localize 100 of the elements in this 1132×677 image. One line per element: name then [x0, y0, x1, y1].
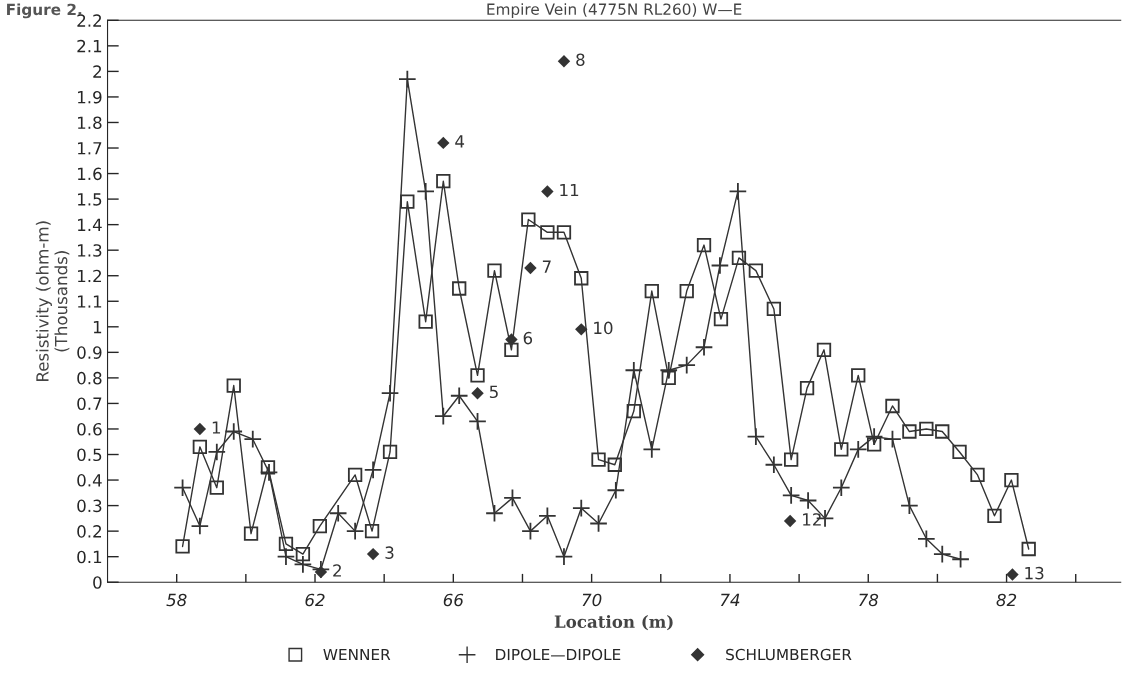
x-tick-label: 82 — [996, 593, 1017, 607]
point — [970, 467, 985, 483]
point — [748, 263, 764, 278]
chart-title: Empire Vein (4775N RL260) W—E — [487, 3, 742, 18]
point — [328, 504, 348, 523]
point — [557, 54, 571, 68]
point — [364, 523, 380, 539]
point — [764, 455, 784, 474]
point — [521, 212, 536, 227]
point — [192, 439, 208, 455]
x-tick-label: 70 — [582, 593, 602, 607]
point — [987, 508, 1002, 523]
point — [885, 398, 900, 414]
y-tick-label: 0 — [93, 576, 102, 589]
y-tick-label: 1.8 — [78, 116, 102, 130]
point — [1021, 541, 1036, 557]
y-tick-label: 0.1 — [77, 550, 102, 564]
point — [345, 521, 365, 541]
point — [731, 250, 747, 265]
point — [746, 427, 766, 446]
point — [902, 424, 917, 439]
y-tick-label: 1.6 — [78, 167, 102, 181]
point — [363, 460, 383, 480]
point — [470, 368, 485, 383]
point — [190, 516, 210, 536]
point — [834, 442, 849, 457]
point — [521, 521, 540, 541]
point — [398, 69, 417, 89]
y-tick-label: 1.4 — [78, 218, 102, 231]
annotation: 3 — [385, 546, 394, 559]
point — [919, 421, 934, 437]
point — [468, 412, 487, 431]
point — [538, 506, 557, 526]
point — [259, 463, 279, 482]
point — [661, 370, 676, 386]
y-tick-label: 1.2 — [78, 269, 102, 283]
y-tick-label: 0.5 — [77, 448, 102, 462]
point — [694, 338, 714, 357]
point — [710, 256, 730, 275]
point — [193, 422, 207, 436]
point — [783, 514, 797, 528]
point — [933, 544, 952, 564]
point — [696, 237, 712, 253]
y-tick-label: 2.2 — [77, 14, 102, 27]
point — [798, 491, 818, 510]
annotation: 6 — [523, 331, 533, 345]
point — [644, 283, 659, 299]
point — [312, 518, 328, 534]
legend-label: WENNER — [323, 648, 391, 661]
point — [677, 355, 696, 375]
annotation: 4 — [455, 135, 465, 148]
point — [276, 547, 296, 566]
annotation: 5 — [489, 385, 498, 399]
y-tick-label: 0.7 — [77, 397, 102, 410]
point — [449, 386, 469, 406]
point — [728, 182, 748, 201]
point — [226, 378, 241, 393]
point — [504, 342, 519, 357]
y-tick-label: 0.8 — [77, 371, 102, 385]
x-axis-title: Location (m) — [554, 615, 673, 631]
point — [293, 555, 313, 574]
point — [952, 444, 967, 460]
point — [766, 301, 782, 317]
point — [471, 387, 484, 400]
annotation: 10 — [594, 321, 613, 335]
point — [452, 281, 467, 296]
point — [434, 406, 453, 426]
point — [278, 536, 294, 552]
x-tick-label: 74 — [720, 593, 740, 606]
x-tick-label: 66 — [443, 593, 464, 607]
y-tick-label: 1.9 — [78, 90, 102, 104]
point — [783, 452, 799, 467]
y-tick-label: 1.1 — [78, 295, 102, 308]
point — [380, 383, 400, 403]
y-tick-label: 2.1 — [77, 39, 102, 53]
legend-label: SCHLUMBERGER — [726, 648, 852, 661]
point — [626, 403, 641, 419]
point — [659, 360, 678, 380]
point — [575, 323, 588, 336]
point — [642, 440, 662, 459]
y-tick-label: 1.5 — [78, 193, 102, 206]
point — [311, 560, 331, 579]
point — [848, 440, 868, 459]
point — [864, 427, 884, 446]
point — [574, 271, 589, 286]
point — [883, 429, 902, 449]
y-tick-label: 2 — [93, 65, 102, 78]
annotation: 2 — [333, 564, 341, 577]
annotation: 7 — [542, 260, 551, 273]
point — [713, 311, 729, 327]
y-axis-title: Resistivity (ohm-m) (Thousands) — [35, 221, 70, 381]
point — [679, 283, 694, 299]
point — [436, 174, 451, 189]
point — [207, 442, 227, 462]
point — [260, 460, 276, 475]
point — [209, 480, 224, 495]
point — [606, 481, 626, 500]
point — [607, 457, 622, 472]
point — [224, 422, 243, 441]
y-tick-label: 0.6 — [77, 422, 102, 436]
